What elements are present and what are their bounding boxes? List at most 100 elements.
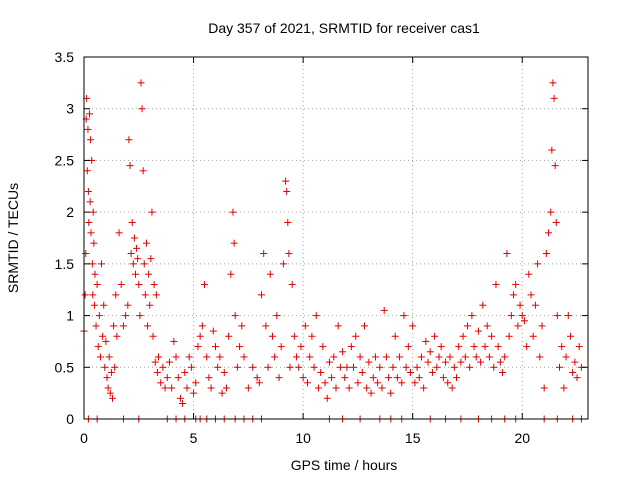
data-point	[529, 332, 537, 340]
data-point	[503, 250, 511, 258]
data-point	[404, 343, 412, 351]
data-point	[509, 291, 517, 299]
data-point	[525, 270, 533, 278]
data-point	[253, 374, 261, 382]
data-point	[520, 317, 528, 325]
data-point	[466, 363, 474, 371]
data-point	[448, 384, 456, 392]
data-point	[365, 358, 373, 366]
data-point	[134, 255, 142, 263]
data-point	[551, 162, 559, 170]
data-point	[341, 374, 349, 382]
data-point	[130, 234, 138, 242]
x-tick-label: 15	[405, 430, 421, 446]
data-point	[485, 353, 493, 361]
data-point	[112, 291, 120, 299]
data-point	[553, 312, 561, 320]
data-point	[288, 281, 296, 289]
data-point	[573, 374, 581, 382]
data-point	[81, 291, 89, 299]
data-point	[496, 358, 504, 366]
data-point	[431, 332, 439, 340]
data-point	[92, 322, 100, 330]
data-point	[323, 394, 331, 402]
data-point	[98, 260, 106, 268]
data-point	[336, 363, 344, 371]
data-point	[518, 312, 526, 320]
x-tick-label: 0	[80, 430, 88, 446]
x-tick-label: 20	[514, 430, 530, 446]
data-point	[144, 322, 152, 330]
data-point	[155, 353, 163, 361]
data-point	[286, 363, 294, 371]
data-point	[474, 327, 482, 335]
data-point	[328, 374, 336, 382]
data-point	[146, 301, 154, 309]
data-point	[387, 389, 395, 397]
data-point	[99, 332, 107, 340]
data-point	[190, 389, 198, 397]
data-point	[345, 384, 353, 392]
data-point	[194, 343, 202, 351]
data-point	[216, 353, 224, 361]
data-point	[82, 250, 90, 258]
data-point	[343, 363, 351, 371]
data-point	[163, 374, 171, 382]
data-point	[229, 208, 237, 216]
data-point	[244, 384, 252, 392]
data-point	[455, 343, 463, 351]
y-tick-label: 2.5	[55, 152, 75, 168]
data-point	[201, 281, 209, 289]
data-point	[275, 374, 283, 382]
data-point	[356, 353, 364, 361]
data-point	[153, 368, 161, 376]
data-point	[531, 301, 539, 309]
y-tick-label: 0	[66, 411, 74, 427]
data-point	[545, 229, 553, 237]
data-point	[138, 105, 146, 113]
data-point	[457, 358, 465, 366]
data-point	[165, 358, 173, 366]
data-point	[91, 270, 99, 278]
data-point	[549, 79, 557, 87]
data-point	[125, 136, 133, 144]
data-point	[262, 322, 270, 330]
data-point	[310, 363, 318, 371]
data-point	[172, 353, 180, 361]
data-point	[230, 239, 238, 247]
x-tick-label: 5	[190, 430, 198, 446]
data-point	[126, 162, 134, 170]
data-point	[137, 79, 145, 87]
data-point	[122, 312, 130, 320]
data-point	[113, 332, 121, 340]
data-point	[398, 379, 406, 387]
data-point	[352, 332, 360, 340]
data-point	[87, 136, 95, 144]
data-point	[542, 250, 550, 258]
data-point	[468, 312, 476, 320]
data-point	[183, 384, 191, 392]
data-point	[560, 384, 568, 392]
data-point	[538, 322, 546, 330]
data-point	[301, 322, 309, 330]
data-point	[106, 389, 114, 397]
data-point	[135, 281, 143, 289]
data-point	[369, 374, 377, 382]
y-tick-label: 3	[66, 101, 74, 117]
data-point	[483, 322, 491, 330]
data-point	[249, 363, 257, 371]
data-point	[306, 353, 314, 361]
data-point	[214, 363, 222, 371]
data-point	[505, 332, 513, 340]
data-point	[266, 270, 274, 278]
data-point	[409, 322, 417, 330]
data-point	[330, 353, 338, 361]
data-point	[89, 291, 97, 299]
data-point	[85, 218, 93, 226]
data-point	[435, 353, 443, 361]
data-point	[168, 384, 176, 392]
data-point	[119, 322, 127, 330]
data-point	[100, 301, 108, 309]
data-point	[103, 374, 111, 382]
